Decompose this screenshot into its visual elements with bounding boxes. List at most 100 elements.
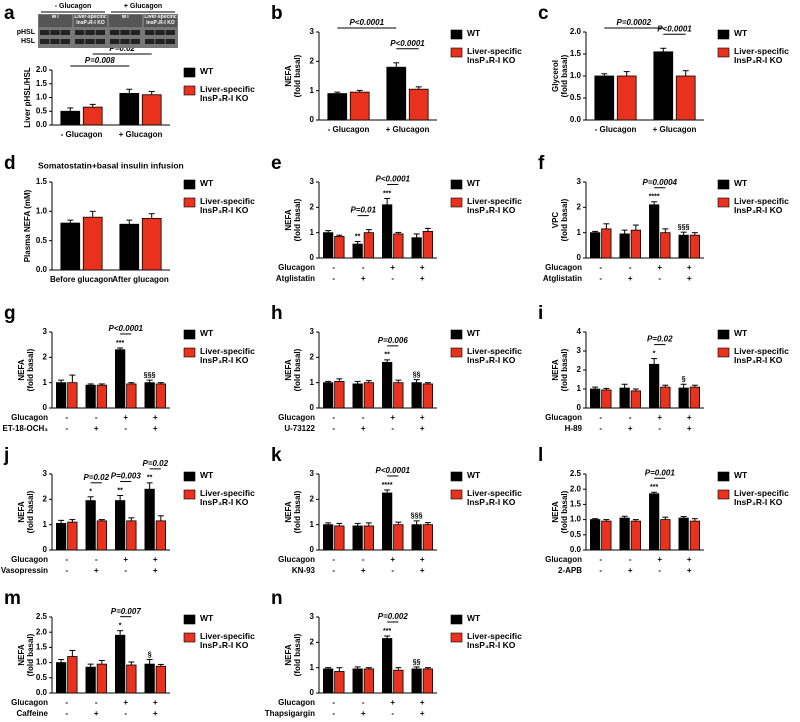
condition-sign: - xyxy=(599,413,602,422)
bar xyxy=(422,383,433,409)
legend-swatch xyxy=(717,329,730,340)
bar xyxy=(334,236,345,259)
panel-letter: l xyxy=(538,445,543,466)
y-tick-label: 0.5 xyxy=(36,106,48,115)
bar xyxy=(386,66,407,121)
condition-name: Caffeine xyxy=(16,709,48,718)
legend-swatch xyxy=(450,47,463,58)
legend-label: WT xyxy=(200,67,214,76)
significance-mark: *** xyxy=(650,484,658,491)
panel-letter: n xyxy=(271,588,283,609)
y-tick-label: 0 xyxy=(310,253,315,262)
bar xyxy=(393,382,404,409)
y-tick-label: 1.5 xyxy=(570,49,582,58)
legend-label-box: WT xyxy=(734,329,747,338)
y-tick-label: 2 xyxy=(310,352,315,361)
bar xyxy=(323,232,334,259)
condition-sign: + xyxy=(390,263,395,272)
condition-name: Thapsigargin xyxy=(265,709,315,718)
x-tick-label: - Glucagon xyxy=(595,125,637,134)
condition-name: H-89 xyxy=(565,424,583,433)
bar xyxy=(619,517,630,551)
bar xyxy=(349,91,370,121)
legend-label: Liver-specific InsP₃R-I KO xyxy=(734,47,789,65)
bar xyxy=(630,229,641,259)
legend-label-box: WT xyxy=(200,179,213,188)
condition-sign: - xyxy=(362,413,365,422)
bar xyxy=(411,524,422,551)
blot-band xyxy=(165,30,175,35)
blot-band xyxy=(85,39,95,44)
condition-sign: + xyxy=(153,566,158,575)
blot-lane-label-bg xyxy=(74,15,107,27)
legend-swatch xyxy=(450,632,463,643)
y-axis-label: NEFA xyxy=(284,644,293,666)
bar xyxy=(363,525,374,551)
condition-sign: - xyxy=(658,566,661,575)
condition-sign: - xyxy=(65,709,68,718)
condition-sign: + xyxy=(687,424,692,433)
bar xyxy=(323,524,334,551)
p-value: P<0.0001 xyxy=(390,39,425,48)
bar xyxy=(96,520,107,551)
condition-sign: + xyxy=(420,566,425,575)
bar xyxy=(590,388,601,409)
condition-name: Glucagon xyxy=(545,413,582,422)
y-axis-label: VPC xyxy=(551,212,560,229)
y-tick-label: 1.5 xyxy=(36,643,48,652)
legend-label-box: WT xyxy=(467,29,480,38)
significance-mark: §§ xyxy=(413,371,421,378)
condition-sign: + xyxy=(361,709,366,718)
y-axis-unit: (fold basal) xyxy=(560,198,569,241)
bar xyxy=(649,493,660,551)
bar xyxy=(411,668,422,694)
condition-name: KN-93 xyxy=(292,566,316,575)
y-axis-label: NEFA xyxy=(284,209,293,231)
condition-sign: + xyxy=(687,413,692,422)
bar xyxy=(56,523,67,551)
blot-band xyxy=(145,30,155,35)
bar xyxy=(363,232,374,259)
y-tick-label: 2.5 xyxy=(570,469,582,478)
legend-label-box: Liver-specific InsP₃R-I KO xyxy=(467,632,522,650)
y-tick-label: 1 xyxy=(577,228,582,237)
legend-label-box: Liver-specific InsP₃R-I KO xyxy=(734,197,789,215)
blot-group-label: - Glucagon xyxy=(55,3,92,10)
panel-letter: b xyxy=(271,3,283,24)
blot-band xyxy=(60,39,70,44)
legend-label-box: Liver-specific InsP₃R-I KO xyxy=(200,197,255,215)
condition-name: Glucagon xyxy=(278,413,315,422)
significance-mark: * xyxy=(89,489,92,496)
legend-label-box: WT xyxy=(200,471,213,480)
panel-letter: e xyxy=(271,153,282,174)
legend-label-box: WT xyxy=(200,614,213,623)
legend-swatch xyxy=(183,471,196,482)
legend-swatch xyxy=(450,197,463,208)
condition-sign: - xyxy=(362,263,365,272)
significance-mark: *** xyxy=(383,628,391,635)
legend-swatch xyxy=(183,67,196,78)
condition-sign: + xyxy=(390,413,395,422)
legend-swatch xyxy=(183,347,196,358)
legend-label: WT xyxy=(467,614,481,623)
condition-sign: - xyxy=(332,413,335,422)
panel-letter: c xyxy=(538,3,549,24)
blot-band xyxy=(75,30,85,35)
y-axis-label: NEFA xyxy=(17,359,26,381)
blot-lane-label-box: Liver-specific InsP₃R-I KO xyxy=(74,15,106,25)
bar xyxy=(675,75,696,121)
legend-swatch xyxy=(450,347,463,358)
condition-sign: - xyxy=(65,555,68,564)
legend-label-box: WT xyxy=(200,67,214,76)
blot-lane-label-bg xyxy=(39,15,72,27)
condition-name: Atglistatin xyxy=(543,274,582,283)
bar xyxy=(327,93,348,121)
legend-label: Liver-specific InsP₃R-I KO xyxy=(200,197,255,215)
condition-sign: + xyxy=(361,274,366,283)
condition-sign: - xyxy=(124,709,127,718)
bar xyxy=(144,382,155,409)
y-axis-unit: (fold basal) xyxy=(293,348,302,391)
y-tick-label: 2 xyxy=(43,494,48,503)
condition-sign: + xyxy=(94,424,99,433)
condition-sign: - xyxy=(391,424,394,433)
